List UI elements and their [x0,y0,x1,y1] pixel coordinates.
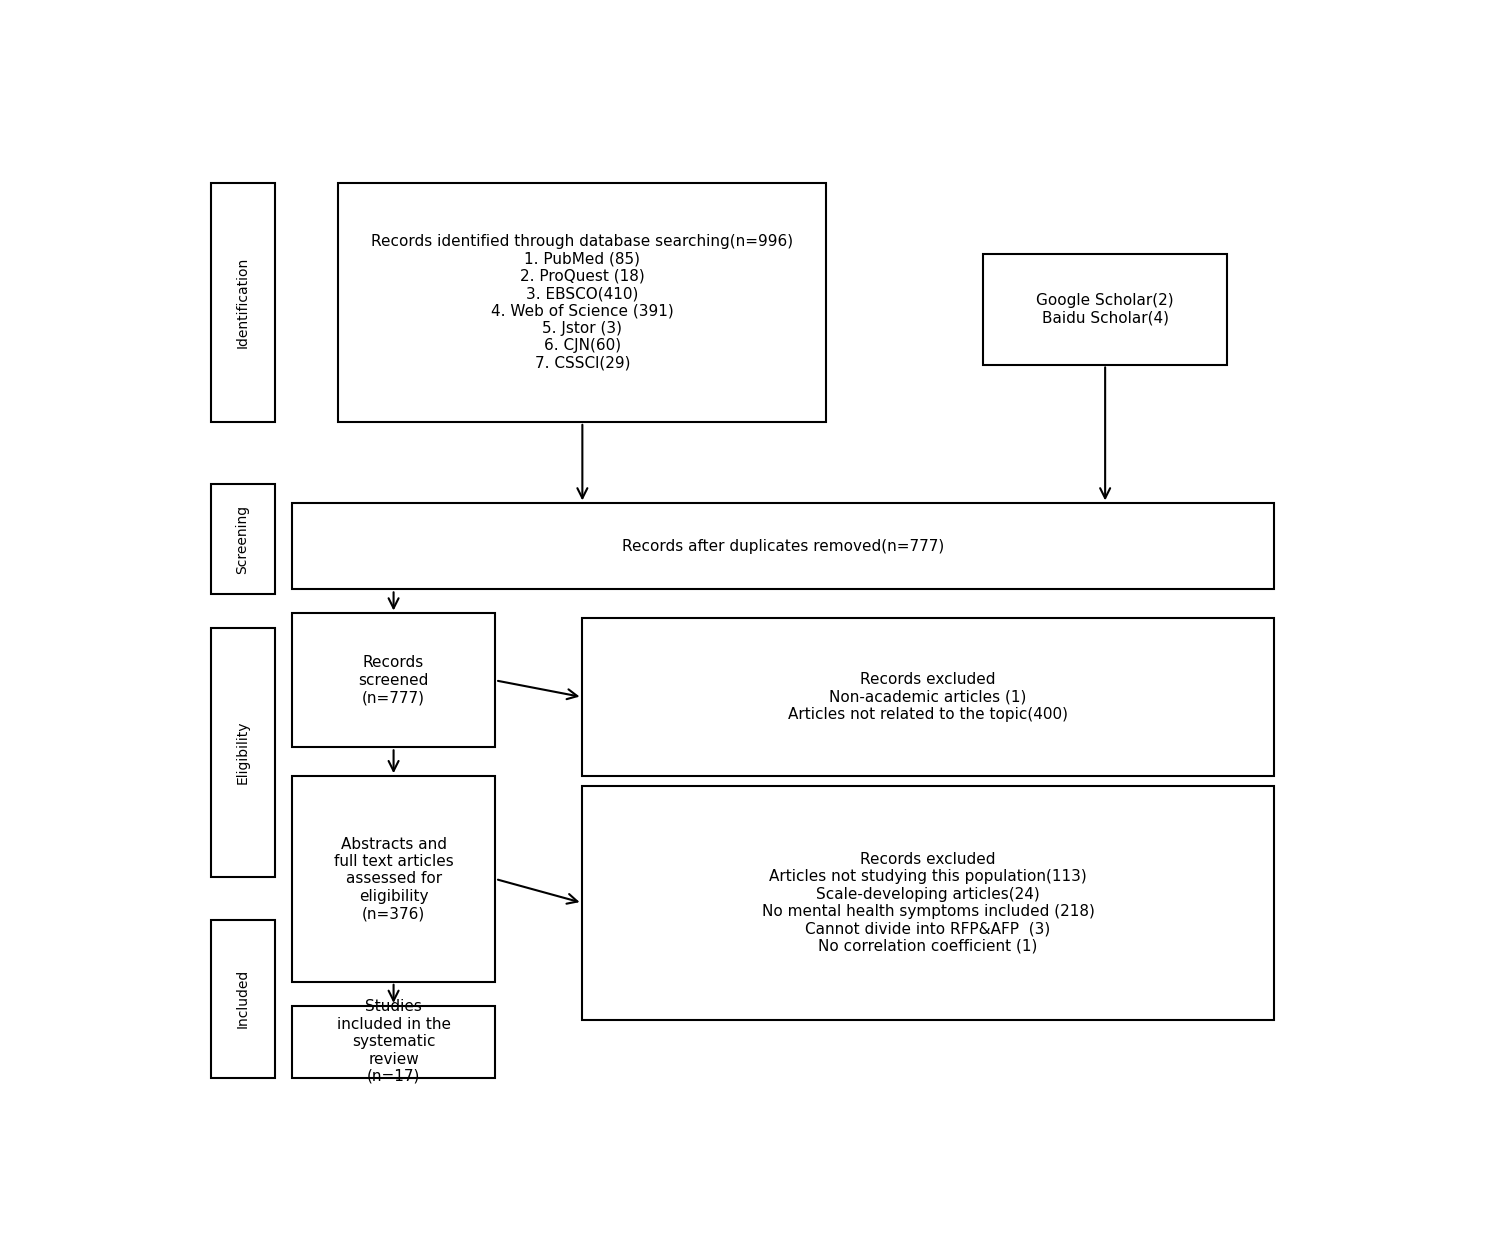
Text: Screening: Screening [235,505,249,574]
Text: Records
screened
(n=777): Records screened (n=777) [358,655,429,705]
FancyBboxPatch shape [983,255,1228,364]
FancyBboxPatch shape [292,776,495,982]
FancyBboxPatch shape [210,920,274,1078]
FancyBboxPatch shape [292,1006,495,1078]
Text: Records identified through database searching(n=996)
1. PubMed (85)
2. ProQuest : Records identified through database sear… [372,234,793,370]
FancyBboxPatch shape [210,628,274,876]
Text: Studies
included in the
systematic
review
(n=17): Studies included in the systematic revie… [337,999,451,1084]
FancyBboxPatch shape [210,183,274,421]
FancyBboxPatch shape [210,485,274,594]
FancyBboxPatch shape [292,503,1274,589]
Text: Included: Included [235,970,249,1028]
Text: Abstracts and
full text articles
assessed for
eligibility
(n=376): Abstracts and full text articles assesse… [334,837,454,921]
Text: Records excluded
Non-academic articles (1)
Articles not related to the topic(400: Records excluded Non-academic articles (… [788,672,1067,722]
Text: Google Scholar(2)
Baidu Scholar(4): Google Scholar(2) Baidu Scholar(4) [1036,293,1174,326]
Text: Records excluded
Articles not studying this population(113)
Scale-developing art: Records excluded Articles not studying t… [761,851,1094,953]
Text: Identification: Identification [235,256,249,348]
FancyBboxPatch shape [582,786,1274,1021]
FancyBboxPatch shape [582,618,1274,776]
Text: Records after duplicates removed(n=777): Records after duplicates removed(n=777) [622,539,944,554]
FancyBboxPatch shape [339,183,826,421]
FancyBboxPatch shape [292,613,495,747]
Text: Eligibility: Eligibility [235,721,249,784]
